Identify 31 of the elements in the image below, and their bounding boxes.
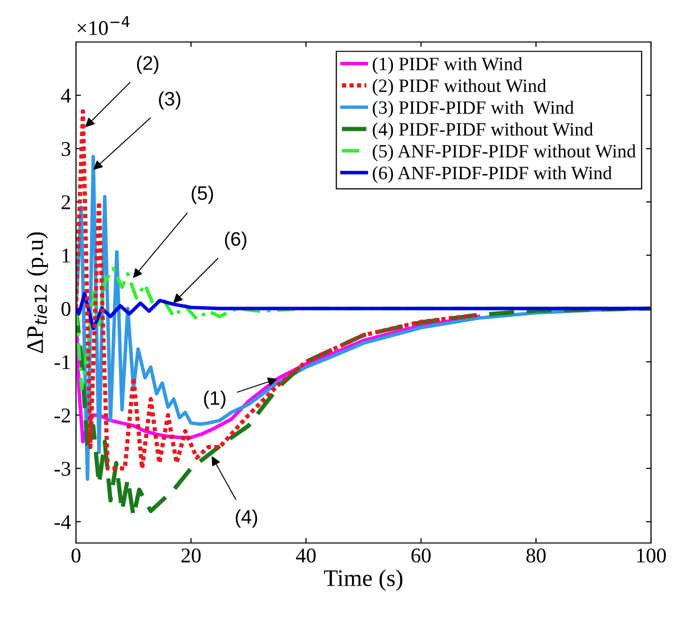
legend-label: (1) PIDF with Wind xyxy=(372,57,522,74)
annotation: (3) xyxy=(158,91,180,110)
y-tick-label: 0 xyxy=(62,302,70,316)
y-tick-label: 1 xyxy=(62,248,70,262)
x-tick-label: 20 xyxy=(182,548,201,563)
x-tick-label: 0 xyxy=(72,548,80,563)
annotation: (5) xyxy=(192,186,214,204)
x-tick-label: 60 xyxy=(411,548,431,563)
text: ×10$^{−4}$ xyxy=(78,16,130,36)
y-tick-label: -4 xyxy=(54,515,71,529)
x-axis-title: Time (s) xyxy=(324,570,402,591)
legend-label: (3) PIDF-PIDF with Wind xyxy=(372,100,574,118)
y-tick-label: 3 xyxy=(62,142,70,156)
annotation: (4) xyxy=(236,510,258,528)
y-tick-label: -2 xyxy=(54,408,70,422)
annotation: (6) xyxy=(225,232,246,250)
y-tick-label: -3 xyxy=(54,462,70,476)
legend-label: (2) PIDF without Wind xyxy=(372,78,546,96)
x-tick-label: 80 xyxy=(526,548,546,563)
legend-label: (5) ANF-PIDF-PIDF without Wind xyxy=(372,144,636,162)
x-tick-label: 100 xyxy=(637,548,666,563)
annotation: (2) xyxy=(137,56,158,74)
y-tick-label: 4 xyxy=(61,88,71,103)
x-tick-label: 40 xyxy=(296,548,316,563)
y-tick-label: -1 xyxy=(54,355,70,370)
legend-label: (4) PIDF-PIDF without Wind xyxy=(372,122,594,140)
y-axis-title: ΔP$_{tie12}$ (p.u) xyxy=(26,232,48,353)
legend-label: (6) ANF-PIDF-PIDF with Wind xyxy=(372,166,612,184)
annotation: (1) xyxy=(204,390,226,409)
y-tick-label: 2 xyxy=(62,195,70,210)
line-series xyxy=(76,292,651,330)
